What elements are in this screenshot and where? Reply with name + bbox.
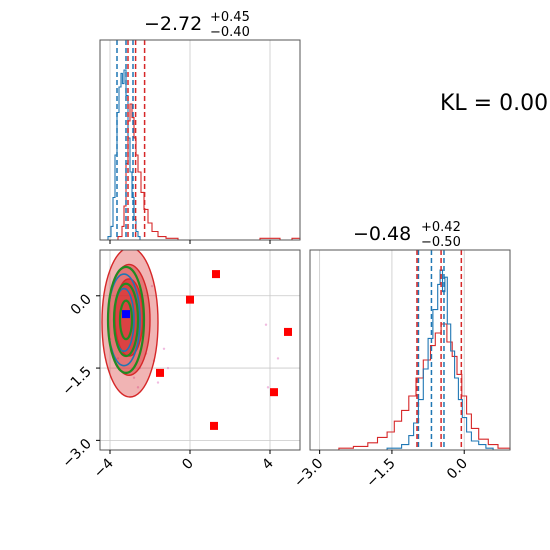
joint-scatter-point-7 — [264, 323, 268, 326]
joint-y-tick-label-0: −3.0 — [59, 436, 94, 471]
histogram-param2-grid — [319, 250, 465, 450]
joint-green-contour-1 — [112, 282, 140, 358]
histogram-param2-title-value: −0.48 — [353, 223, 411, 245]
joint-scatter-point-6 — [156, 381, 160, 384]
joint-markers — [122, 270, 292, 430]
joint-panel-x-ticks: −4 0 4 — [91, 450, 277, 481]
joint-y-tick-label-2: 0.0 — [68, 291, 95, 318]
joint-panel-y-ticks: −3.0 −1.5 0.0 — [59, 291, 100, 471]
joint-red-contours — [101, 250, 159, 398]
joint-red-marker-1 — [186, 295, 194, 304]
histogram-param2-tick-label-2: 0.0 — [444, 456, 471, 483]
histogram-param1-title-value: −2.72 — [144, 13, 202, 35]
joint-scatter-point-8 — [276, 357, 280, 360]
joint-scatter-point-12 — [136, 386, 140, 389]
histogram-param1-grid — [109, 40, 271, 240]
histogram-param1-panel: −2.72 +0.45 −0.40 — [99, 10, 301, 244]
joint-panel-frame — [99, 249, 301, 451]
joint-blue-marker — [122, 310, 130, 319]
histogram-param2-red-series — [310, 323, 511, 451]
joint-red-marker-2 — [284, 327, 292, 336]
joint-x-tick-label-0: −4 — [91, 455, 117, 481]
joint-panel: −4 0 4 −3.0 −1.5 0.0 — [59, 249, 301, 481]
histogram-param1-blue-series — [100, 69, 300, 241]
joint-red-marker-4 — [270, 388, 278, 397]
kl-annotation: KL = 0.00 — [440, 91, 548, 116]
joint-scatter-point-9 — [266, 386, 270, 389]
histogram-param2-panel: −3.0 −1.5 0.0 −0.48 +0.42 −0.50 — [291, 220, 511, 491]
histogram-param2-ticks: −3.0 −1.5 0.0 — [291, 450, 471, 491]
joint-green-contour-0 — [106, 265, 146, 374]
joint-x-tick-label-2: 4 — [259, 455, 277, 473]
joint-y-tick-label-1: −1.5 — [59, 364, 94, 399]
histogram-param2-tick-label-1: −1.5 — [363, 456, 398, 491]
joint-red-marker-3 — [156, 368, 164, 377]
histogram-param1-ticks — [109, 240, 271, 244]
joint-scatter-point-5 — [132, 376, 136, 379]
joint-scatter-point-13 — [166, 366, 170, 370]
histogram-param2-title-upper: +0.42 — [421, 220, 461, 235]
joint-x-tick-label-1: 0 — [179, 456, 197, 474]
histogram-param1-frame — [99, 39, 301, 241]
joint-scatter-point-11 — [150, 284, 154, 288]
histogram-param2-tick-label-0: −3.0 — [291, 456, 326, 491]
histogram-param1-quantile-lines — [116, 40, 146, 240]
joint-green-contours — [106, 265, 146, 374]
joint-scatter-point-14 — [116, 357, 120, 360]
histogram-param2-frame — [309, 249, 511, 451]
joint-green-contour-2 — [118, 299, 134, 341]
histogram-param2-blue-series — [310, 269, 510, 451]
joint-scatter-point-3 — [162, 347, 166, 350]
histogram-param1-title-upper: +0.45 — [210, 10, 250, 25]
histogram-param1-title-lower: −0.40 — [210, 25, 250, 40]
joint-red-marker-5 — [210, 421, 218, 430]
joint-red-marker-0 — [212, 270, 220, 279]
histogram-param2-quantile-lines — [416, 250, 463, 450]
histogram-param2-title-lower: −0.50 — [421, 235, 461, 250]
